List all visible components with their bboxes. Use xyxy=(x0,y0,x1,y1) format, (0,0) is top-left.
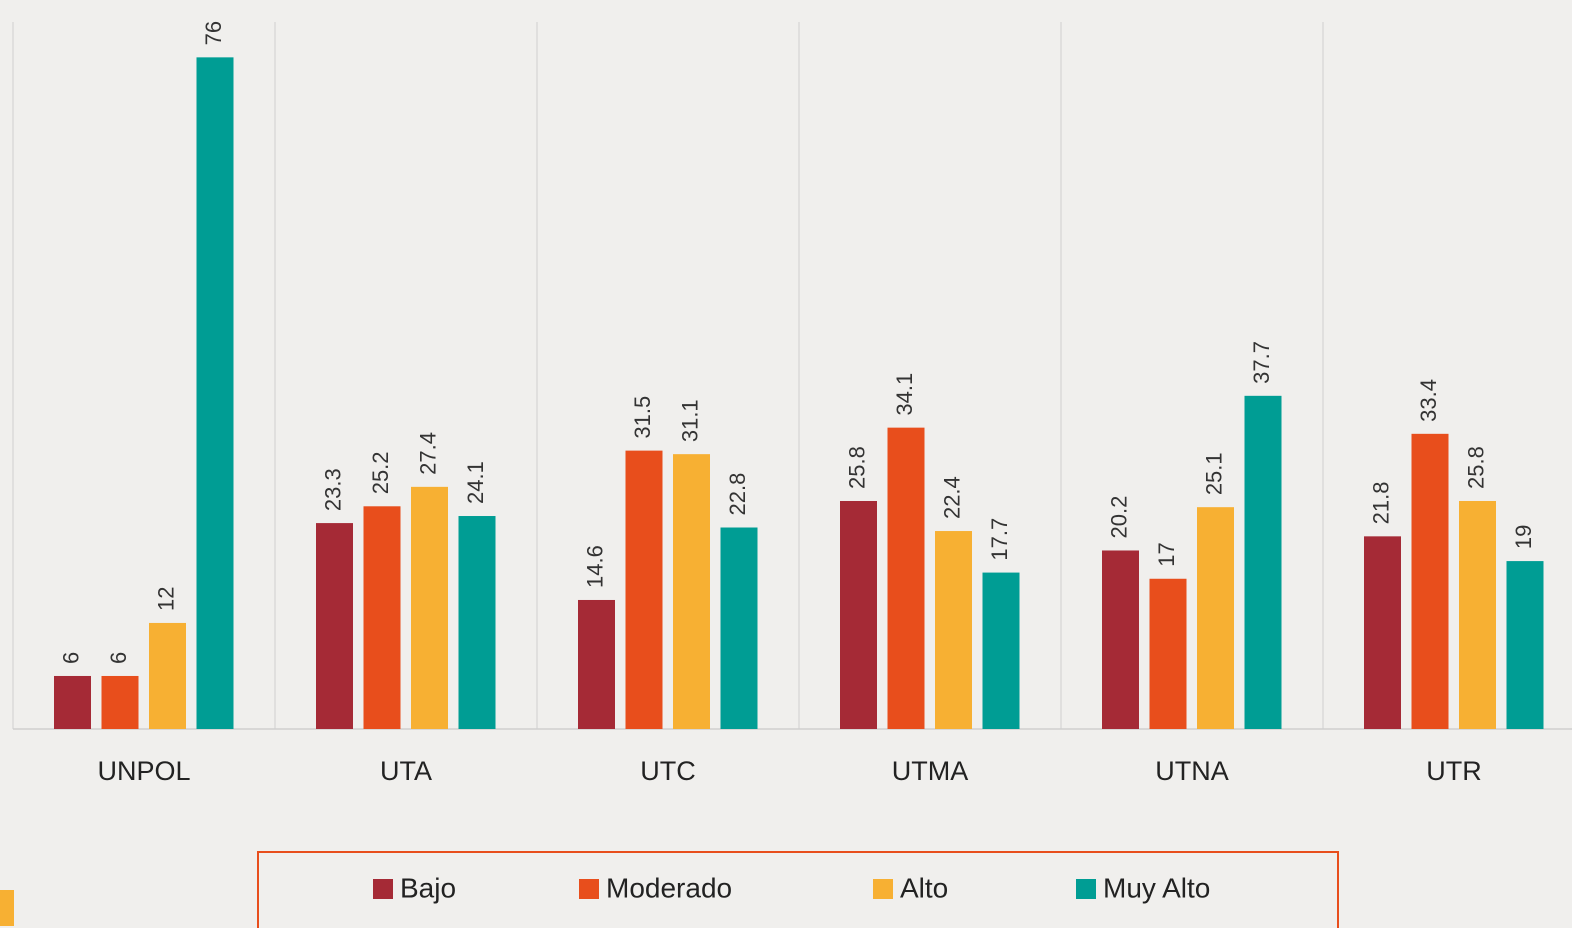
data-label: 22.8 xyxy=(725,473,750,516)
legend-swatch xyxy=(873,879,893,899)
data-label: 6 xyxy=(58,652,83,664)
x-tick-label: UTC xyxy=(640,756,696,786)
legend-swatch xyxy=(373,879,393,899)
data-label: 25.1 xyxy=(1201,452,1226,495)
data-label: 25.8 xyxy=(844,446,869,489)
bar xyxy=(458,516,496,729)
data-label: 12 xyxy=(153,586,178,610)
bar xyxy=(720,527,758,729)
bar xyxy=(887,427,925,729)
legend-box xyxy=(257,851,1339,928)
bar xyxy=(1364,536,1401,729)
data-label: 27.4 xyxy=(415,432,440,475)
data-label: 21.8 xyxy=(1368,482,1393,525)
bar xyxy=(149,622,186,729)
bar xyxy=(1411,433,1449,729)
legend-label: Alto xyxy=(900,872,948,903)
data-label: 22.4 xyxy=(939,476,964,519)
data-label: 76 xyxy=(201,21,226,45)
bar xyxy=(1197,507,1234,729)
decoration xyxy=(0,890,14,926)
legend-label: Bajo xyxy=(400,872,456,903)
data-label: 24.1 xyxy=(463,461,488,504)
bar xyxy=(54,675,91,729)
data-label: 25.8 xyxy=(1463,446,1488,489)
data-label: 23.3 xyxy=(320,468,345,511)
bar xyxy=(411,486,448,729)
x-tick-label: UTA xyxy=(380,756,432,786)
legend-swatch xyxy=(579,879,599,899)
data-label: 17.7 xyxy=(987,518,1012,561)
bar xyxy=(1149,578,1187,729)
data-label: 20.2 xyxy=(1106,496,1131,539)
data-label: 6 xyxy=(106,652,131,664)
x-tick-label: UTMA xyxy=(892,756,969,786)
bar xyxy=(316,523,353,729)
data-label: 31.1 xyxy=(677,399,702,442)
bar xyxy=(840,500,877,729)
bar xyxy=(1506,561,1544,729)
data-label: 34.1 xyxy=(892,373,917,416)
data-label: 37.7 xyxy=(1249,341,1274,384)
data-label: 25.2 xyxy=(368,451,393,494)
bar xyxy=(625,450,663,729)
bar xyxy=(363,506,401,729)
bar xyxy=(578,599,615,729)
bar xyxy=(101,675,139,729)
legend-label: Moderado xyxy=(606,872,732,903)
bar xyxy=(935,531,972,729)
data-label: 19 xyxy=(1511,525,1536,549)
legend-label: Muy Alto xyxy=(1103,872,1210,903)
bar xyxy=(1459,500,1496,729)
bar xyxy=(673,454,710,729)
x-tick-label: UNPOL xyxy=(97,756,190,786)
bar xyxy=(196,57,234,730)
data-label: 33.4 xyxy=(1416,379,1441,422)
bar xyxy=(1102,550,1139,729)
legend-swatch xyxy=(1076,879,1096,899)
x-tick-label: UTR xyxy=(1426,756,1482,786)
data-label: 14.6 xyxy=(582,545,607,588)
bar xyxy=(982,572,1020,729)
data-label: 17 xyxy=(1154,542,1179,566)
x-tick-label: UTNA xyxy=(1155,756,1229,786)
data-label: 31.5 xyxy=(630,396,655,439)
bar xyxy=(1244,395,1282,729)
